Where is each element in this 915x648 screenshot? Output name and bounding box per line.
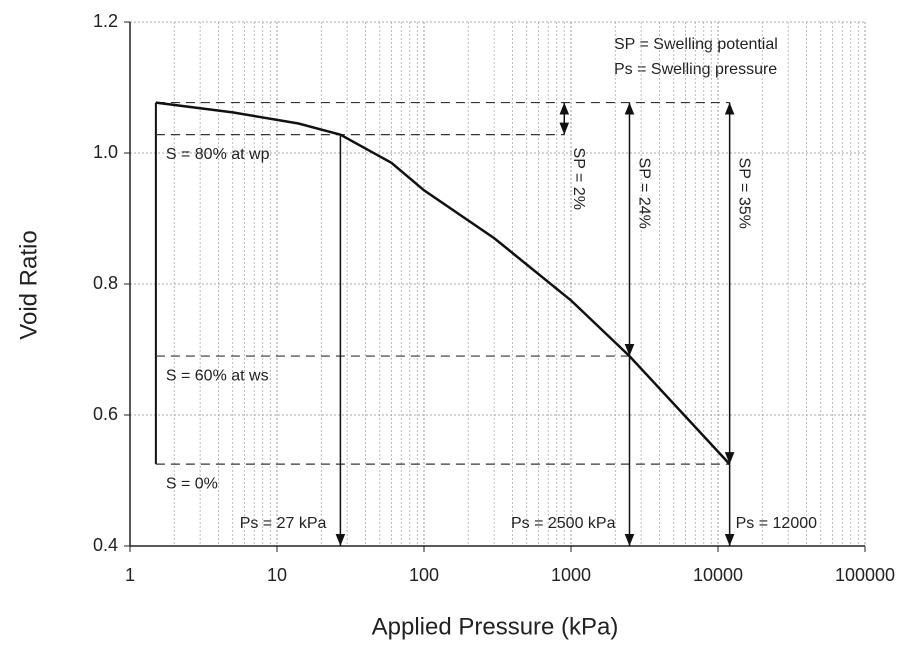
potential-label: SP = 35% — [735, 158, 752, 229]
y-tick-label: 0.8 — [93, 273, 118, 293]
pressure-label: Ps = 2500 kPa — [511, 515, 616, 532]
x-tick-label: 100000 — [835, 565, 895, 585]
x-tick-label: 1000 — [551, 565, 591, 585]
potential-label: SP = 24% — [635, 158, 652, 229]
legend-text: Ps = Swelling pressure — [614, 61, 777, 78]
y-tick-label: 1.0 — [93, 142, 118, 162]
legend-text: SP = Swelling potential — [614, 36, 778, 53]
y-tick-label: 0.4 — [93, 535, 118, 555]
y-tick-label: 0.6 — [93, 404, 118, 424]
y-axis-title: Void Ratio — [15, 230, 42, 339]
potential-label: SP = 2% — [570, 148, 587, 210]
saturation-label: S = 0% — [166, 475, 218, 492]
pressure-label: Ps = 27 kPa — [240, 515, 327, 532]
x-tick-label: 1 — [125, 565, 135, 585]
pressure-label: Ps = 12000 — [736, 515, 818, 532]
saturation-label: S = 80% at wp — [166, 146, 270, 163]
x-tick-label: 10 — [267, 565, 287, 585]
x-tick-label: 100 — [409, 565, 439, 585]
curve — [155, 101, 731, 465]
saturation-label: S = 60% at ws — [166, 367, 269, 384]
y-tick-label: 1.2 — [93, 11, 118, 31]
x-tick-label: 10000 — [693, 565, 743, 585]
x-axis-title: Applied Pressure (kPa) — [372, 613, 619, 640]
